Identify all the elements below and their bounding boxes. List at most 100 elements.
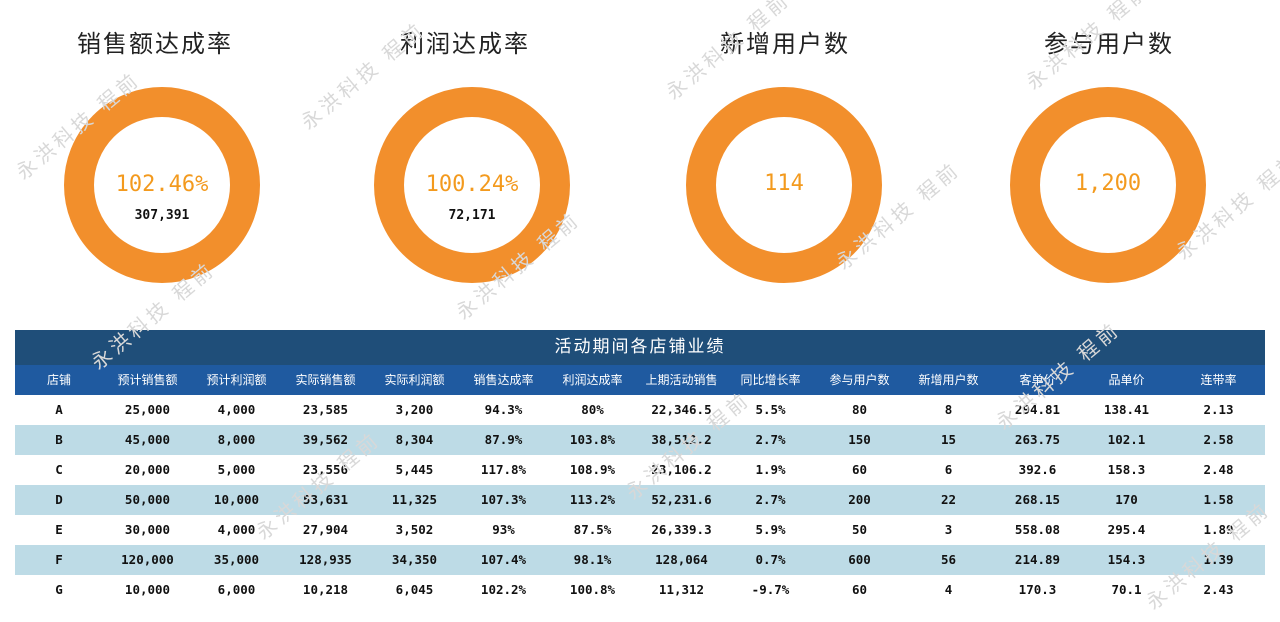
kpi-new-users: 新增用户数 114 [630, 0, 940, 300]
table-cell: 4 [944, 582, 953, 597]
table-cell: 23,106.2 [651, 462, 712, 477]
table-cell: D [55, 492, 63, 507]
kpi-ring: 100.24% 72,171 [374, 87, 570, 283]
table-cell: 60 [851, 582, 868, 597]
table-row: C 20,000 5,000 23,556 5,445 117.8% 108.9% 23,10… [15, 455, 1265, 485]
table-cell: 93% [492, 522, 515, 537]
table-cell: 102.1 [1107, 432, 1146, 447]
table-cell: 4,000 [217, 402, 256, 417]
table-cell: 2.7% [755, 492, 786, 507]
table-cell: 11,312 [658, 582, 705, 597]
kpi-value: 102.46% [115, 172, 209, 197]
table-cell: G [55, 582, 63, 597]
table-cell: 4,000 [217, 522, 256, 537]
table-cell: 2.58 [1203, 432, 1234, 447]
column-header: 店铺 [46, 373, 71, 387]
table-cell: 35,000 [213, 552, 260, 567]
table-cell: 170 [1115, 492, 1138, 507]
table-cell: 45,000 [124, 432, 171, 447]
table-cell: 53,631 [302, 492, 349, 507]
table-cell: 10,000 [124, 582, 171, 597]
column-header: 品单价 [1108, 373, 1145, 387]
table-cell: 87.5% [573, 522, 612, 537]
table-cell: 558.08 [1014, 522, 1061, 537]
kpi-subvalue: 307,391 [134, 208, 190, 223]
table-cell: 11,325 [391, 492, 438, 507]
kpi-value: 114 [764, 171, 804, 196]
table-header-row: 店铺 预计销售额 预计利润额 实际销售额 实际利润额 销售达成率 利润达成率 上期活动销售 同比… [15, 365, 1265, 395]
table-body: A 25,000 4,000 23,585 3,200 94.3% 80% 22,346.5 5… [15, 395, 1265, 605]
table-cell: 8,000 [217, 432, 256, 447]
table-cell: 22 [940, 492, 957, 507]
table-cell: 117.8% [480, 462, 527, 477]
table-row: A 25,000 4,000 23,585 3,200 94.3% 80% 22,346.5 5… [15, 395, 1265, 425]
kpi-ring: 1,200 [1010, 87, 1206, 283]
table-cell: 103.8% [569, 432, 616, 447]
column-header: 客单价 [1019, 373, 1056, 387]
kpi-sales-rate: 销售额达成率 102.46% 307,391 [0, 0, 310, 300]
table-cell: 30,000 [124, 522, 171, 537]
table-row: F 120,000 35,000 128,935 34,350 107.4% 98.1% 12… [15, 545, 1265, 575]
table-cell: 22,346.5 [651, 402, 712, 417]
table-cell: 39,562 [302, 432, 349, 447]
table-cell: 5,000 [217, 462, 256, 477]
table-cell: 80% [581, 402, 604, 417]
table-cell: 70.1 [1111, 582, 1142, 597]
table-cell: 128,064 [655, 552, 708, 567]
table-cell: 8,304 [395, 432, 434, 447]
table-cell: 2.43 [1203, 582, 1234, 597]
table-cell: 138.41 [1103, 402, 1150, 417]
table-cell: 27,904 [302, 522, 349, 537]
table-cell: E [55, 522, 63, 537]
table-cell: 263.75 [1014, 432, 1061, 447]
table-cell: 10,000 [213, 492, 260, 507]
table-cell: 108.9% [569, 462, 616, 477]
column-header: 利润达成率 [562, 373, 623, 387]
table-cell: 107.3% [480, 492, 527, 507]
table-cell: 5.9% [755, 522, 786, 537]
table-cell: 6,000 [217, 582, 256, 597]
table-cell: 5,445 [395, 462, 434, 477]
table-cell: 2.7% [755, 432, 786, 447]
kpi-participants: 参与用户数 1,200 [954, 0, 1264, 300]
kpi-title: 新增用户数 [720, 30, 850, 58]
table-cell: 392.6 [1018, 462, 1057, 477]
table-row: D 50,000 10,000 53,631 11,325 107.3% 113.2% 52,… [15, 485, 1265, 515]
table-cell: 94.3% [484, 402, 523, 417]
table-cell: 50,000 [124, 492, 171, 507]
table-cell: 600 [848, 552, 871, 567]
column-header: 新增用户数 [918, 373, 979, 387]
table-cell: 87.9% [484, 432, 523, 447]
table-cell: 23,556 [302, 462, 349, 477]
table-cell: F [55, 552, 63, 567]
table-cell: 56 [940, 552, 957, 567]
table-cell: 50 [851, 522, 868, 537]
table-row: G 10,000 6,000 10,218 6,045 102.2% 100.8% 11,31… [15, 575, 1265, 605]
table-cell: 268.15 [1014, 492, 1061, 507]
table-title: 活动期间各店铺业绩 [15, 330, 1265, 365]
table-cell: 102.2% [480, 582, 527, 597]
table-cell: 8 [944, 402, 953, 417]
kpi-value: 1,200 [1074, 171, 1142, 196]
table-cell: 15 [940, 432, 957, 447]
table-cell: 214.89 [1014, 552, 1061, 567]
table-cell: 1.58 [1203, 492, 1234, 507]
table-cell: 200 [848, 492, 871, 507]
table-cell: 80 [851, 402, 868, 417]
table-cell: 170.3 [1018, 582, 1057, 597]
column-header: 预计利润额 [206, 373, 267, 387]
kpi-title: 销售额达成率 [77, 30, 233, 58]
table-cell: 3,200 [395, 402, 434, 417]
table-cell: 1.89 [1203, 522, 1234, 537]
kpi-subvalue: 72,171 [448, 208, 496, 223]
table-cell: 6 [944, 462, 953, 477]
table-cell: 26,339.3 [651, 522, 712, 537]
table-cell: 294.81 [1014, 402, 1061, 417]
table-cell: C [55, 462, 63, 477]
table-cell: 20,000 [124, 462, 171, 477]
table-cell: 1.9% [755, 462, 786, 477]
table-cell: 10,218 [302, 582, 349, 597]
table-cell: 150 [848, 432, 871, 447]
table-cell: -9.7% [751, 582, 790, 597]
column-header: 参与用户数 [829, 373, 890, 387]
